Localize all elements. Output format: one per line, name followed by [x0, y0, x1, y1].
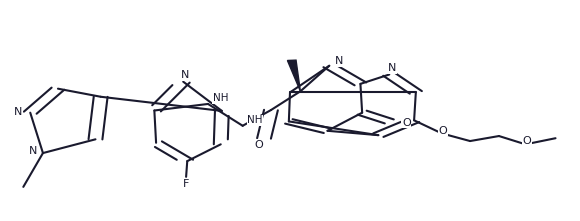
Text: O: O: [402, 118, 411, 128]
Text: N: N: [388, 63, 396, 73]
Polygon shape: [288, 60, 300, 91]
Text: N: N: [29, 146, 37, 156]
Text: N: N: [181, 70, 189, 80]
Text: O: O: [438, 126, 447, 135]
Text: N: N: [14, 107, 23, 117]
Text: F: F: [183, 179, 189, 189]
Text: NH: NH: [247, 115, 263, 125]
Text: NH: NH: [213, 93, 228, 103]
Text: N: N: [335, 56, 343, 66]
Text: O: O: [522, 137, 531, 147]
Text: O: O: [254, 140, 263, 150]
